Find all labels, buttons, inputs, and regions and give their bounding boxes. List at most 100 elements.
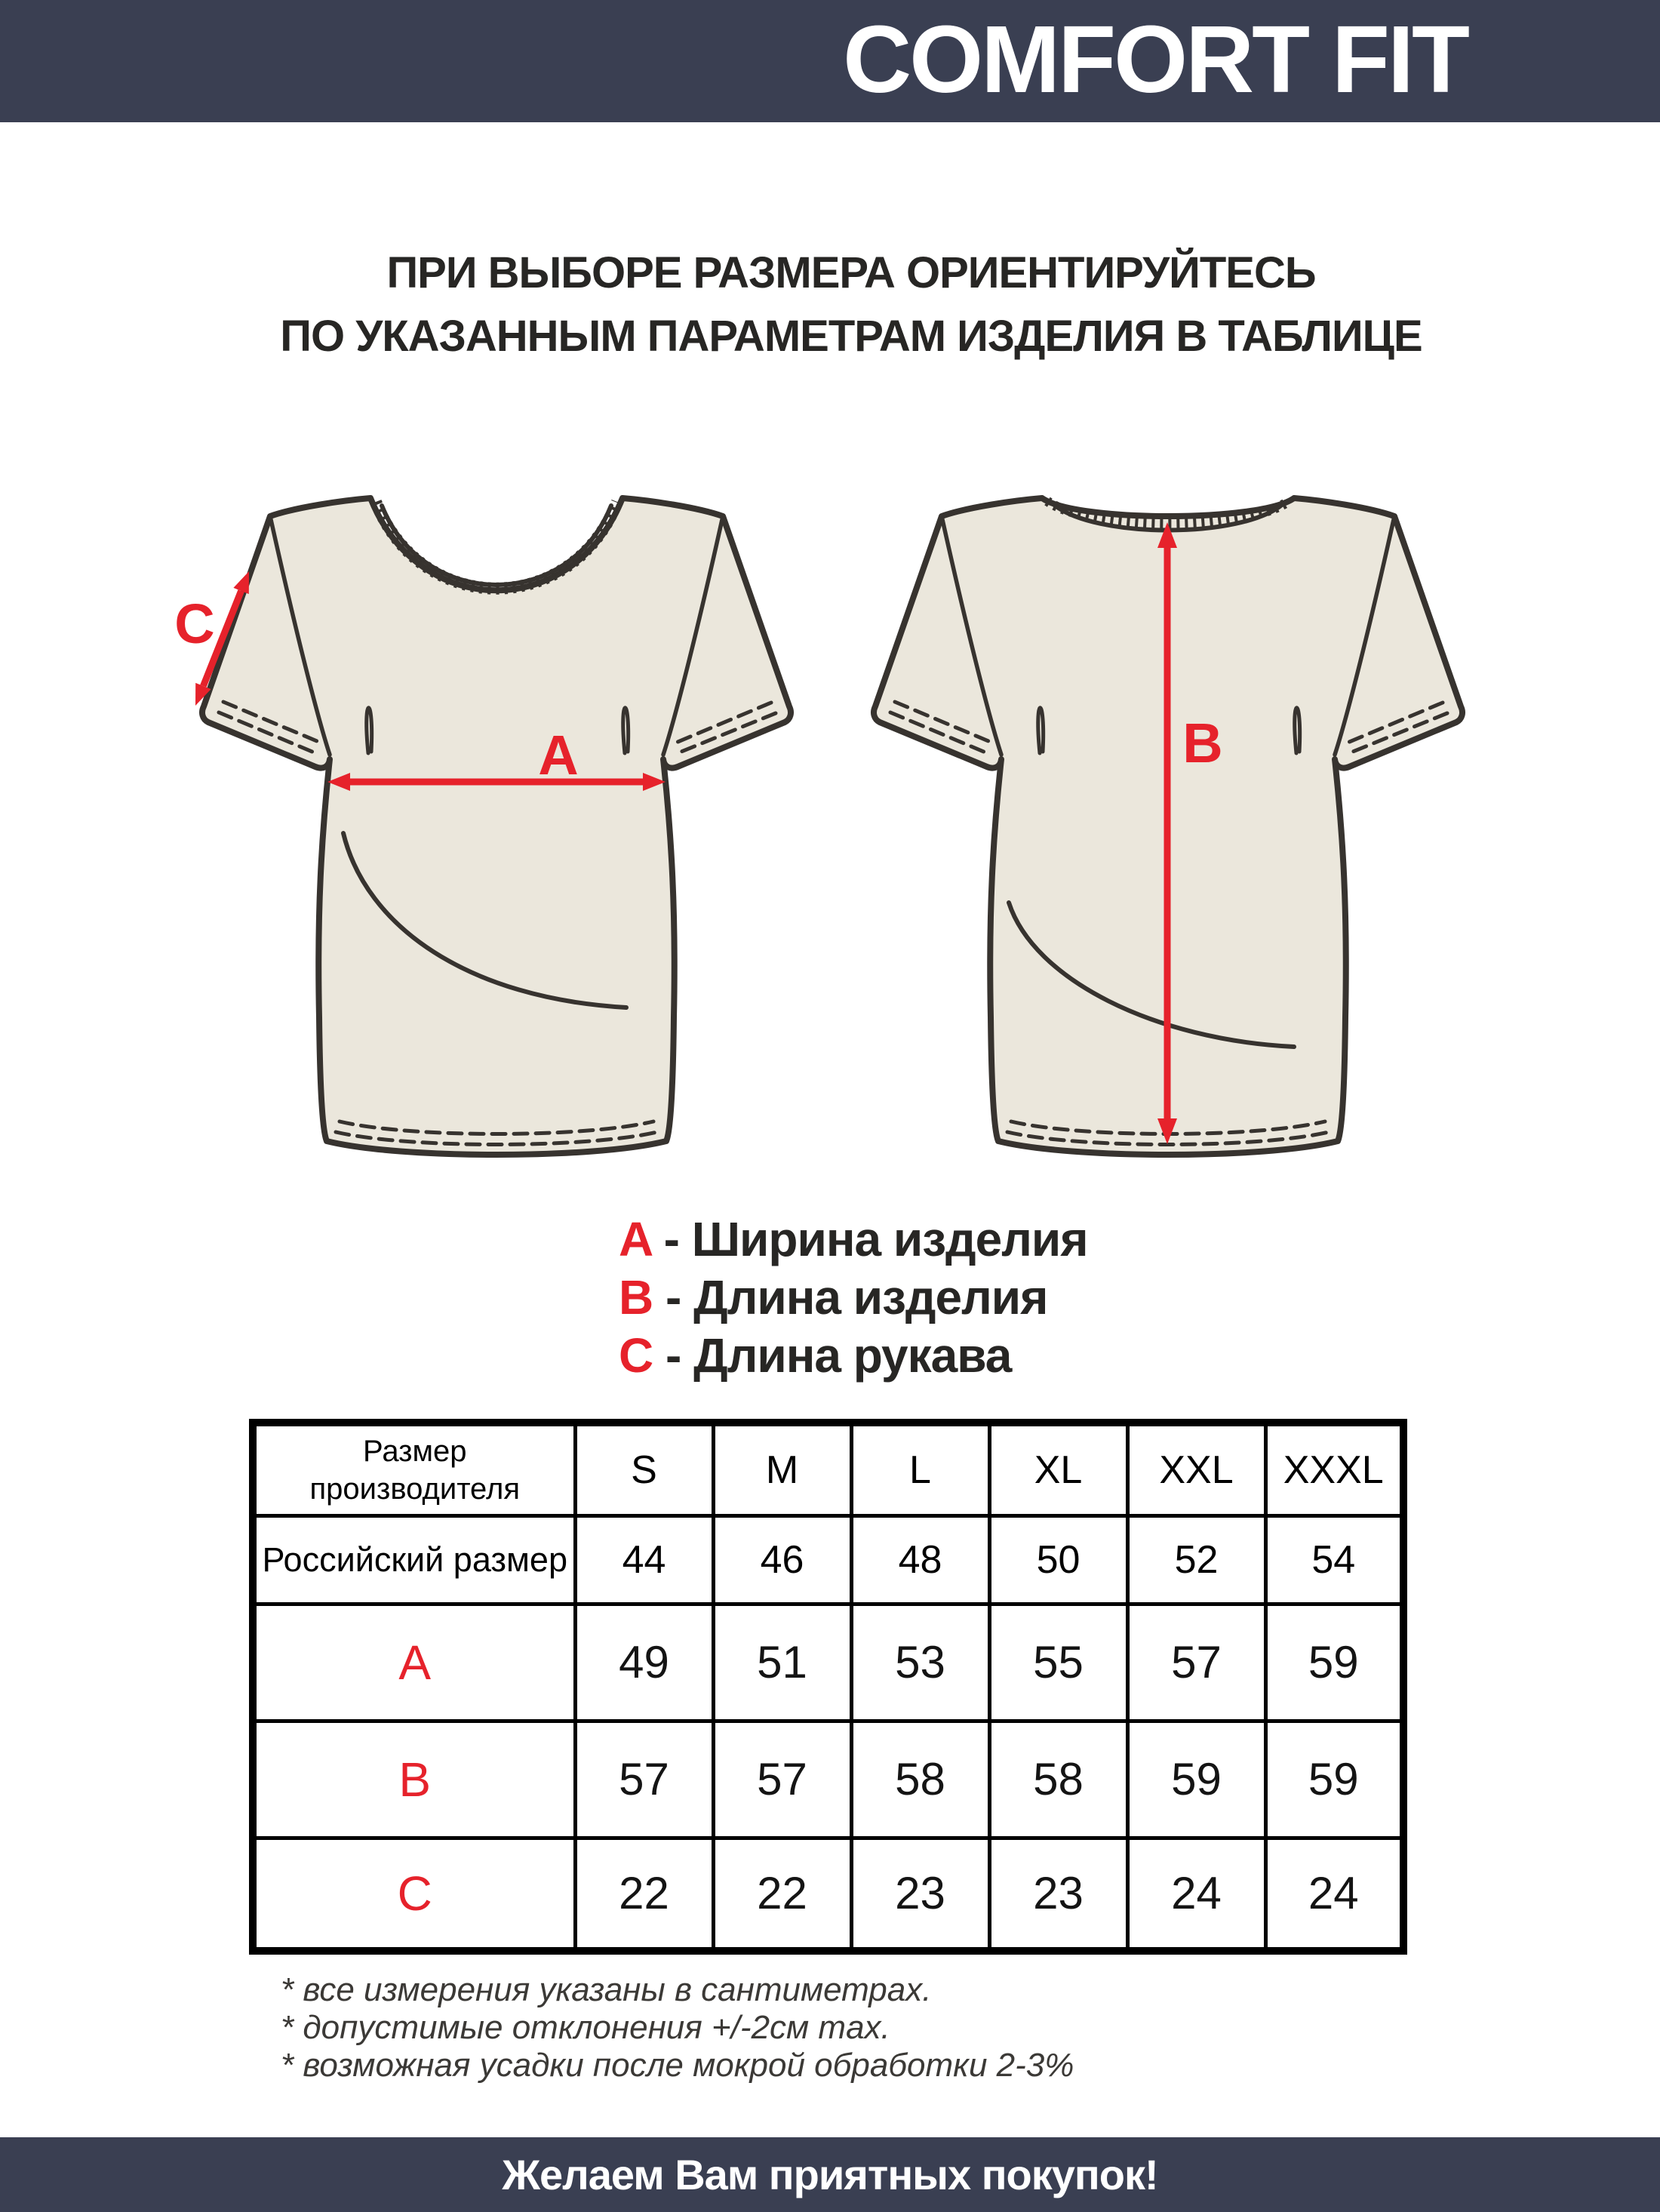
front-hem-stitching: [334, 1130, 659, 1146]
measure-value: 22: [711, 1835, 853, 1953]
front-right-hanger-loop: [621, 706, 631, 755]
size-col-xxxl: XXXL: [1263, 1420, 1406, 1518]
measure-value: 53: [849, 1601, 991, 1723]
manufacturer-size-header-line2: производителя: [309, 1472, 520, 1506]
back-left-hanger-loop: [1036, 706, 1046, 755]
back-shirt: B: [871, 495, 1465, 1158]
sleeve-arrow-top-head-icon: [233, 571, 249, 595]
legend-item-b: B - Длина изделия: [619, 1269, 1088, 1327]
front-shirt: A C: [174, 495, 794, 1158]
table-row-sizes: Размер производителя S M L XL XXL XXXL: [251, 1420, 1406, 1518]
manufacturer-size-header-line1: Размер: [363, 1434, 467, 1468]
measure-row-key-c: C: [251, 1835, 577, 1953]
front-collar-inner-edge: [380, 503, 613, 587]
russian-size-header: Российский размер: [251, 1513, 577, 1606]
measure-value: 59: [1263, 1718, 1406, 1840]
manufacturer-size-header: Размер производителя: [251, 1420, 577, 1518]
measure-row-key-a: A: [251, 1601, 577, 1723]
table-row-measure-c: C 22 22 23 23 24 24: [251, 1835, 1406, 1953]
russian-size-value: 52: [1125, 1513, 1268, 1606]
sleeve-arrow: C: [174, 571, 249, 706]
back-drape-curve: [1007, 900, 1296, 1049]
size-col-l: L: [849, 1420, 991, 1518]
width-arrow: A: [327, 724, 666, 791]
length-arrow: B: [1157, 522, 1223, 1144]
russian-size-value: 44: [573, 1513, 715, 1606]
measure-label-c: C: [174, 592, 214, 655]
size-col-xl: XL: [987, 1420, 1130, 1518]
size-col-xxl: XXL: [1125, 1420, 1268, 1518]
footnotes: * все измерения указаны в сантиметрах. *…: [281, 1971, 1074, 2084]
russian-size-value: 46: [711, 1513, 853, 1606]
size-col-m: M: [711, 1420, 853, 1518]
measure-value: 55: [987, 1601, 1130, 1723]
width-arrow-right-head-icon: [643, 773, 666, 791]
front-right-sleeve-stitching-2: [674, 700, 773, 745]
measure-value: 59: [1263, 1601, 1406, 1723]
measure-value: 51: [711, 1601, 853, 1723]
legend-item-c: C - Длина рукава: [619, 1327, 1088, 1385]
measure-value: 22: [573, 1835, 715, 1953]
sleeve-arrow-line: [200, 589, 244, 688]
measure-value: 24: [1263, 1835, 1406, 1953]
size-table: Размер производителя S M L XL XXL XXXL Р…: [249, 1419, 1407, 1955]
measure-value: 58: [849, 1718, 991, 1840]
back-hem-stitching: [1005, 1130, 1331, 1146]
size-col-s: S: [573, 1420, 715, 1518]
legend-label-c: - Длина рукава: [666, 1328, 1012, 1383]
front-right-armhole-seam: [661, 514, 725, 757]
legend-label-a: - Ширина изделия: [663, 1212, 1089, 1266]
brand-title: COMFORT FIT: [843, 6, 1470, 112]
back-left-armhole-seam: [939, 514, 1004, 757]
tshirt-measurement-diagram: A C: [174, 495, 1465, 1158]
back-right-hanger-loop: [1293, 706, 1302, 755]
measure-value: 59: [1125, 1718, 1268, 1840]
legend-key-a: A: [619, 1212, 652, 1266]
measure-value: 24: [1125, 1835, 1268, 1953]
intro-line-2: ПО УКАЗАННЫМ ПАРАМЕТРАМ ИЗДЕЛИЯ В ТАБЛИЦ…: [280, 312, 1422, 361]
sleeve-arrow-bottom-head-icon: [195, 682, 211, 706]
measure-value: 57: [711, 1718, 853, 1840]
measure-row-key-b: B: [251, 1718, 577, 1840]
measure-value: 58: [987, 1718, 1130, 1840]
intro-line-1: ПРИ ВЫБОРЕ РАЗМЕРА ОРИЕНТИРУЙТЕСЬ: [386, 248, 1316, 297]
measure-value: 57: [1125, 1601, 1268, 1723]
measure-value: 57: [573, 1718, 715, 1840]
front-drape-curve: [341, 831, 629, 1010]
back-left-sleeve-stitching-2: [893, 700, 991, 743]
measurement-legend: A - Ширина изделия B - Длина изделия C -…: [619, 1211, 1089, 1385]
table-row-measure-a: A 49 51 53 55 57 59: [251, 1601, 1406, 1723]
back-right-armhole-seam: [1333, 514, 1397, 757]
top-banner: COMFORT FIT: [0, 0, 1660, 122]
footnote-shrinkage: * возможная усадки после мокрой обработк…: [281, 2047, 1074, 2084]
russian-size-value: 50: [987, 1513, 1130, 1606]
front-left-sleeve-stitching-2: [221, 700, 319, 743]
legend-key-c: C: [619, 1328, 653, 1383]
measure-label-a: A: [538, 724, 578, 786]
russian-size-value: 48: [849, 1513, 991, 1606]
back-right-sleeve-stitching-2: [1345, 700, 1445, 745]
farewell-message: Желаем Вам приятных покупок!: [502, 2151, 1158, 2198]
front-left-hanger-loop: [364, 706, 374, 755]
front-hem-stitching-2: [337, 1119, 656, 1136]
front-left-armhole-seam: [268, 514, 332, 757]
length-arrow-top-head-icon: [1157, 522, 1177, 548]
measure-value: 23: [987, 1835, 1130, 1953]
front-right-sleeve-stitching: [675, 711, 778, 755]
russian-size-value: 54: [1263, 1513, 1406, 1606]
legend-key-b: B: [619, 1270, 653, 1324]
length-arrow-bottom-head-icon: [1157, 1118, 1177, 1144]
footnote-tolerance: * допустимые отклонения +/-2см max.: [281, 2009, 890, 2046]
footnote-units: * все измерения указаны в сантиметрах.: [281, 1971, 932, 2008]
bottom-banner: Желаем Вам приятных покупок!: [0, 2137, 1660, 2212]
intro-heading: ПРИ ВЫБОРЕ РАЗМЕРА ОРИЕНТИРУЙТЕСЬ ПО УКА…: [42, 242, 1660, 368]
back-left-sleeve-stitching: [888, 710, 988, 755]
table-row-russian-sizes: Российский размер 44 46 48 50 52 54: [251, 1513, 1406, 1606]
front-left-sleeve-stitching: [217, 710, 316, 755]
legend-label-b: - Длина изделия: [666, 1270, 1048, 1324]
legend-item-a: A - Ширина изделия: [619, 1211, 1089, 1269]
front-collar-ribbing-icon: [370, 500, 623, 595]
measure-label-b: B: [1182, 712, 1222, 774]
front-shirt-outline: [199, 495, 794, 1158]
